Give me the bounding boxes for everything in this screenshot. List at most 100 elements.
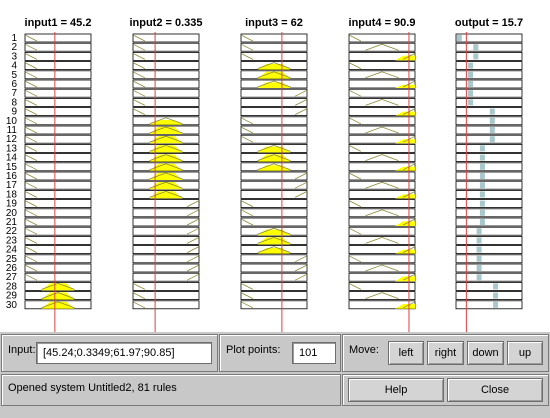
membership-line xyxy=(24,62,38,69)
rule-cell xyxy=(240,217,308,227)
plot-points-field[interactable]: 101 xyxy=(292,342,336,364)
rule-cell xyxy=(240,107,308,116)
membership-line xyxy=(24,43,38,51)
rule-cell xyxy=(455,153,523,163)
membership-line xyxy=(41,301,75,309)
rule-label-15: 15 xyxy=(6,162,18,173)
output-bar xyxy=(489,108,495,115)
rule-cell xyxy=(455,245,523,255)
column-title-3: input3 = 62 xyxy=(245,17,303,29)
output-bar xyxy=(489,127,495,133)
rule-cell xyxy=(455,162,523,172)
output-bar xyxy=(489,136,495,143)
output-bar xyxy=(476,255,482,262)
membership-line xyxy=(186,255,200,263)
output-bar xyxy=(479,219,485,225)
membership-line xyxy=(240,34,254,42)
input-vector-field[interactable]: [45.24;0.3349;61.97;90.85] xyxy=(36,342,212,364)
output-bar xyxy=(476,265,482,271)
move-left-button[interactable]: left xyxy=(388,341,424,365)
output-bar xyxy=(493,292,499,299)
membership-line xyxy=(257,80,291,88)
help-button[interactable]: Help xyxy=(348,378,444,402)
membership-line xyxy=(132,71,146,79)
move-down-button[interactable]: down xyxy=(467,341,504,365)
rule-cell xyxy=(348,70,416,80)
membership-line xyxy=(294,181,308,189)
output-bar xyxy=(479,145,485,152)
rule-cell xyxy=(132,245,200,255)
rule-cell xyxy=(132,61,200,70)
rule-cell xyxy=(240,33,308,43)
membership-line xyxy=(24,227,38,235)
membership-line xyxy=(24,80,38,88)
rule-label-4: 4 xyxy=(11,61,17,72)
rule-cell xyxy=(24,52,92,61)
rule-label-28: 28 xyxy=(6,281,18,292)
rule-cell xyxy=(455,61,523,70)
membership-line xyxy=(186,200,200,207)
rule-cell xyxy=(348,116,416,126)
output-bar xyxy=(479,182,485,189)
rule-cell xyxy=(132,235,200,245)
membership-line xyxy=(257,163,291,171)
rule-cell xyxy=(132,272,200,282)
rule-label-2: 2 xyxy=(11,42,17,53)
rule-viewer-plot[interactable]: input1 = 45.2 input2 = 0.335 input3 = 62 in… xyxy=(0,0,550,332)
column-title-1: input1 = 45.2 xyxy=(25,17,92,29)
membership-line xyxy=(348,227,362,235)
membership-line xyxy=(24,163,38,171)
rule-cell xyxy=(24,245,92,255)
close-button[interactable]: Close xyxy=(447,378,543,402)
output-bar xyxy=(479,163,485,170)
rule-cell xyxy=(348,61,416,70)
rule-cell xyxy=(240,125,308,135)
membership-line xyxy=(294,255,308,263)
rule-cell xyxy=(348,153,416,163)
move-up-button[interactable]: up xyxy=(507,341,543,365)
rule-cell xyxy=(348,180,416,190)
rule-cell xyxy=(455,300,523,310)
rule-cell xyxy=(24,70,92,80)
rule-cell xyxy=(24,263,92,273)
rule-cell xyxy=(132,88,200,98)
rule-cell xyxy=(348,143,416,153)
rule-cell xyxy=(24,226,92,236)
membership-line xyxy=(240,135,254,143)
rule-cell xyxy=(24,33,92,43)
rule-cell xyxy=(240,180,308,190)
membership-fill xyxy=(149,154,183,162)
membership-line xyxy=(257,62,291,69)
output-bar xyxy=(468,99,474,106)
rule-cell xyxy=(455,143,523,153)
membership-line xyxy=(186,218,200,226)
actions-panel: Help Close xyxy=(342,374,549,406)
membership-line xyxy=(24,89,38,97)
membership-fill xyxy=(41,292,75,300)
rule-cell xyxy=(455,79,523,89)
membership-line xyxy=(186,246,200,253)
membership-line xyxy=(240,209,254,217)
rule-cell xyxy=(455,52,523,61)
rule-cell xyxy=(24,42,92,52)
membership-line xyxy=(132,80,146,88)
membership-line xyxy=(24,154,38,161)
membership-line xyxy=(348,200,362,207)
rule-cell xyxy=(455,199,523,209)
rule-cell xyxy=(132,42,200,52)
rule-cell xyxy=(24,88,92,98)
input-panel: Input: [45.24;0.3349;61.97;90.85] xyxy=(1,334,218,372)
membership-line xyxy=(348,117,362,125)
rule-cell xyxy=(240,272,308,282)
rule-label-20: 20 xyxy=(6,208,18,219)
move-right-button[interactable]: right xyxy=(427,341,464,365)
rule-cell xyxy=(455,33,523,43)
rule-cell xyxy=(132,79,200,89)
membership-fill xyxy=(149,172,183,180)
rule-cell xyxy=(455,134,523,144)
membership-line xyxy=(132,108,146,115)
rule-cell xyxy=(455,281,523,291)
membership-line xyxy=(294,108,308,115)
rule-label-25: 25 xyxy=(6,254,18,265)
rule-cell xyxy=(240,254,308,264)
